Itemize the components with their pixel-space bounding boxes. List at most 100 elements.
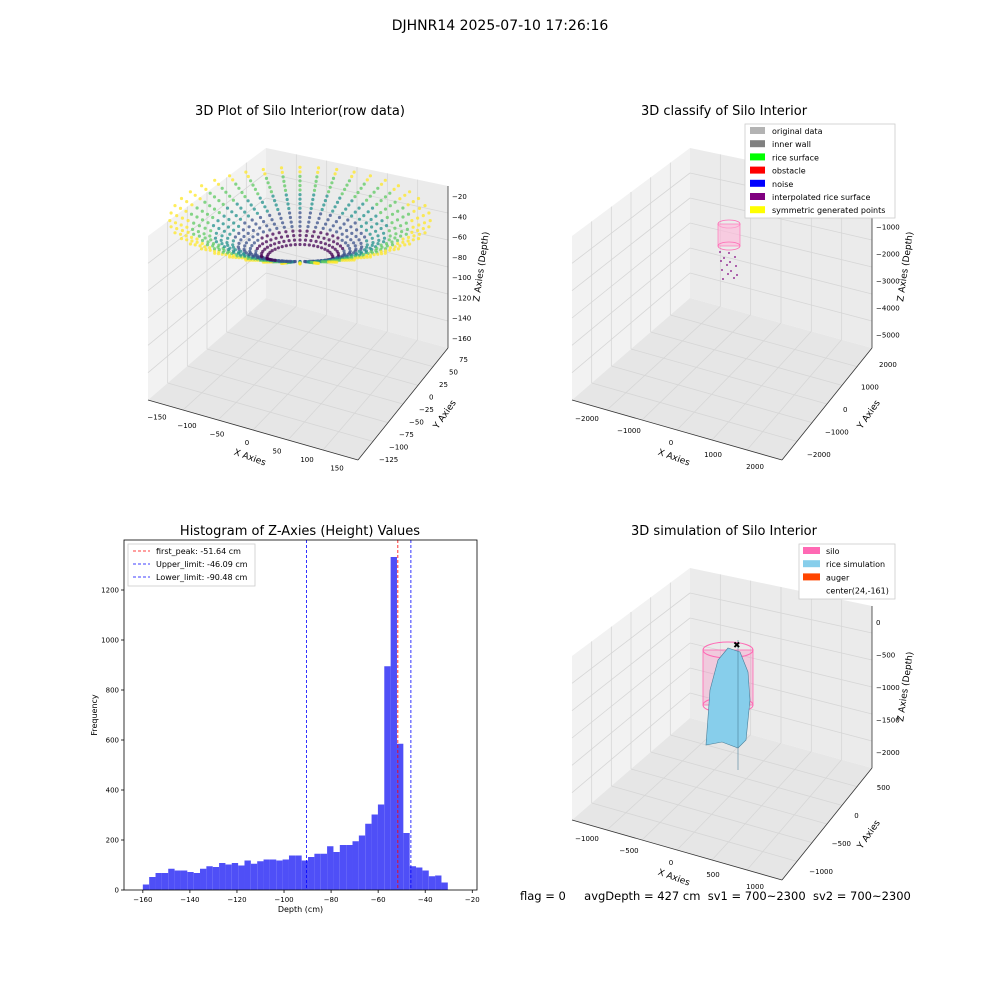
panel1-point bbox=[190, 239, 194, 243]
panel1-point bbox=[303, 238, 308, 242]
panel1-point bbox=[179, 237, 184, 241]
panel1-point bbox=[252, 241, 256, 245]
panel1-point bbox=[196, 230, 200, 234]
histogram-bar bbox=[416, 867, 423, 890]
panel4-z-tick: 0 bbox=[876, 619, 880, 627]
panel1-point bbox=[231, 239, 235, 243]
panel1-point bbox=[208, 248, 212, 252]
panel1-point bbox=[173, 231, 177, 235]
panel1-point bbox=[230, 210, 234, 214]
panel1-point bbox=[298, 165, 302, 169]
panel1-point bbox=[390, 240, 394, 244]
panel1-point bbox=[222, 229, 226, 233]
panel1-point bbox=[390, 212, 395, 216]
panel4-legend-swatch bbox=[803, 547, 820, 554]
panel1-point bbox=[357, 206, 361, 210]
histogram-bar bbox=[333, 852, 340, 890]
panel1-point bbox=[291, 229, 295, 233]
panel1-point bbox=[220, 186, 224, 190]
panel4-legend-label: center(24,-161) bbox=[826, 587, 889, 596]
panel4-pane-floor bbox=[572, 718, 872, 880]
panel1-point bbox=[327, 190, 331, 194]
panel1-point bbox=[193, 243, 197, 247]
panel1-point bbox=[281, 221, 285, 225]
panel4-y-axis-line bbox=[781, 767, 873, 881]
panel2-silo-bottom bbox=[717, 241, 741, 251]
panel1-point bbox=[368, 232, 372, 236]
panel1-x-tick: 150 bbox=[330, 465, 343, 473]
panel1-point bbox=[211, 242, 216, 246]
panel1-point bbox=[365, 178, 369, 182]
panel1-point bbox=[370, 206, 375, 210]
panel1-point bbox=[288, 215, 292, 220]
panel1-point bbox=[316, 261, 321, 265]
histogram-bar bbox=[327, 846, 334, 890]
panel1-point bbox=[286, 202, 290, 206]
panel1-point bbox=[353, 244, 357, 248]
panel2-pane-floor bbox=[572, 298, 872, 460]
panel1-point bbox=[396, 184, 400, 188]
panel1-point bbox=[327, 243, 331, 247]
panel1-point bbox=[417, 232, 422, 236]
panel2-legend-frame bbox=[744, 123, 896, 219]
panel2-legend-swatch bbox=[750, 206, 765, 214]
panel1-title: 3D Plot of Silo Interior(row data) bbox=[195, 104, 405, 119]
panel1-point bbox=[401, 215, 405, 219]
panel1-point bbox=[195, 215, 199, 219]
panel1-point bbox=[392, 248, 396, 252]
panel1-point bbox=[345, 258, 349, 262]
panel1-point bbox=[279, 235, 284, 239]
panel1-point bbox=[327, 238, 331, 242]
panel1-point bbox=[422, 221, 427, 225]
histogram-bar bbox=[352, 841, 359, 890]
panel1-point bbox=[310, 202, 314, 206]
panel1-point bbox=[205, 212, 210, 216]
panel1-point bbox=[390, 243, 395, 247]
panel1-point bbox=[173, 221, 178, 225]
panel2-point bbox=[719, 251, 721, 253]
histogram-bar bbox=[212, 867, 220, 890]
panel1-point bbox=[316, 245, 320, 249]
panel2-legend-swatch bbox=[750, 179, 765, 187]
panel1-point bbox=[326, 218, 330, 222]
panel4-x-axis-line bbox=[571, 819, 783, 881]
panel1-point bbox=[261, 249, 265, 253]
panel3-title: Histogram of Z-Axies (Height) Values bbox=[179, 524, 421, 539]
panel2-point bbox=[734, 256, 736, 258]
panel1-point bbox=[335, 200, 340, 204]
panel1-point bbox=[315, 175, 319, 179]
panel1-point bbox=[298, 211, 302, 215]
panel1-point bbox=[246, 231, 250, 235]
panel1-point bbox=[191, 227, 195, 231]
panel1-point bbox=[309, 239, 313, 243]
panel1-point bbox=[352, 241, 356, 245]
panel2-title: 3D classify of Silo Interior bbox=[640, 104, 808, 119]
histogram-bar bbox=[187, 872, 194, 890]
panel1-point bbox=[242, 234, 246, 239]
panel1-point bbox=[203, 226, 207, 230]
panel1-point bbox=[321, 226, 325, 230]
panel1-point bbox=[186, 230, 190, 234]
panel2-legend-label: interpolated rice surface bbox=[772, 193, 870, 202]
panel1-point bbox=[416, 216, 420, 220]
panel1-point bbox=[283, 188, 288, 192]
panel1-point bbox=[243, 210, 247, 214]
panel1-point bbox=[205, 243, 210, 247]
panel1-point bbox=[221, 202, 225, 206]
panel1-x-tick: −150 bbox=[147, 413, 166, 421]
panel4-legend-label: auger bbox=[826, 573, 850, 582]
histogram-bar bbox=[428, 876, 436, 890]
panel1-point bbox=[192, 221, 196, 225]
panel1-point bbox=[374, 229, 378, 233]
panel1-point bbox=[200, 241, 204, 246]
panel1-point bbox=[396, 209, 400, 213]
panel1-point bbox=[225, 206, 230, 210]
panel1-point bbox=[379, 211, 383, 215]
panel1-point bbox=[222, 245, 226, 249]
panel2-y-tick: 1000 bbox=[861, 384, 879, 392]
panel1-point bbox=[261, 230, 265, 234]
panel1-point bbox=[273, 199, 277, 203]
panel1-point bbox=[410, 219, 414, 223]
panel1-point bbox=[396, 247, 400, 251]
panel1-point bbox=[231, 243, 235, 247]
